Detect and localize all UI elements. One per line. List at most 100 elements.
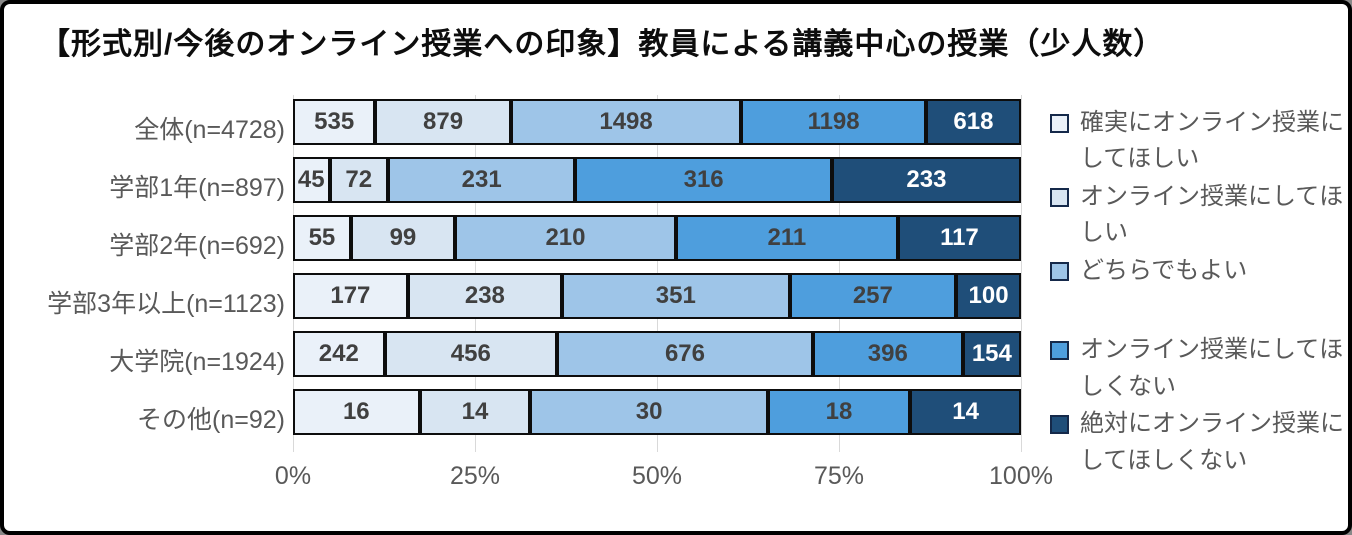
bar-value-label: 242: [318, 340, 359, 367]
plot-rows: 535 879 1498 1198 618 45 72 231 316 233 55 99 210 211…: [293, 99, 1021, 435]
bar-segment: 210: [455, 215, 676, 261]
bar-value-label: 154: [971, 340, 1012, 367]
bar-segment: 316: [575, 157, 832, 203]
legend-swatch-icon: [1050, 341, 1069, 361]
bar-value-label: 351: [655, 282, 696, 309]
bar-segment: 242: [293, 331, 385, 377]
bar-segment: 99: [350, 215, 455, 261]
bar-value-label: 210: [545, 224, 586, 251]
x-axis-tick-label: 75%: [813, 462, 865, 490]
bar-value-label: 618: [953, 108, 994, 135]
bar-value-label: 231: [461, 166, 502, 193]
bar-segment: 14: [419, 389, 531, 435]
category-label: 学部1年(n=897): [109, 174, 285, 202]
bar-segment: 55: [293, 215, 351, 261]
bar-value-label: 16: [342, 398, 370, 425]
bar-row: 177 238 351 257 100: [293, 273, 1021, 319]
bar-row: 16 14 30 18 14: [293, 389, 1021, 435]
bar-value-label: 177: [330, 282, 371, 309]
bar-segment: 879: [375, 99, 511, 145]
bar-segment: 351: [562, 273, 790, 319]
bar-segment: 257: [789, 273, 957, 319]
bar-row: 242 456 676 396 154: [293, 331, 1021, 377]
bar-value-label: 1198: [807, 108, 860, 135]
chart-title: 【形式別/今後のオンライン授業への印象】教員による講義中心の授業（少人数）: [40, 28, 1165, 61]
bar-segment: 117: [897, 215, 1021, 261]
legend-item: 絶対にオンライン授業にしてほしくない: [1050, 406, 1346, 479]
legend: 確実にオンライン授業にしてほしい オンライン授業にしてほしいどちらでもよいオンライ…: [1050, 105, 1346, 480]
bar-segment: 396: [812, 331, 963, 377]
bar-segment: 30: [530, 389, 768, 435]
legend-label: 確実にオンライン授業にしてほしい: [1080, 109, 1344, 173]
bar-segment: 238: [407, 273, 563, 319]
gridline: [1020, 95, 1022, 452]
category-label: その他(n=92): [137, 406, 285, 434]
bar-segment: 16: [293, 389, 420, 435]
bar-value-label: 535: [314, 108, 355, 135]
bar-segment: 618: [925, 99, 1021, 145]
x-axis-tick-label: 25%: [449, 462, 501, 490]
bar-segment: 535: [293, 99, 376, 145]
legend-swatch-icon: [1050, 415, 1069, 435]
plot-area: 535 879 1498 1198 618 45 72 231 316 233 55 99 210 211…: [275, 95, 1053, 490]
x-axis-tick-label: 0%: [274, 462, 312, 490]
legend-label: オンライン授業にしてほしい: [1080, 182, 1344, 247]
bar-segment: 1198: [741, 99, 926, 145]
bar-value-label: 117: [940, 224, 979, 251]
chart-area: 全体(n=4728) 学部1年(n=897) 学部2年(n=692) 学部3年以上(n…: [4, 95, 1348, 519]
y-axis-labels: 全体(n=4728) 学部1年(n=897) 学部2年(n=692) 学部3年以上(n…: [4, 99, 285, 447]
category-label: 大学院(n=1924): [109, 348, 285, 376]
legend-item: どちらでもよい: [1050, 253, 1346, 289]
bar-segment: 231: [387, 157, 576, 203]
legend-label: 絶対にオンライン授業にしてほしくない: [1080, 410, 1344, 474]
bar-value-label: 238: [464, 282, 505, 309]
bar-value-label: 18: [825, 398, 853, 425]
bar-segment: 456: [384, 331, 558, 377]
legend-swatch-icon: [1050, 114, 1069, 133]
bar-segment: 154: [962, 331, 1021, 377]
x-axis-tick-label: 50%: [631, 462, 683, 490]
bar-value-label: 676: [664, 340, 705, 367]
legend-item: オンライン授業にしてほしい: [1050, 179, 1346, 252]
x-axis: 0% 25% 50% 75% 100%: [275, 462, 1053, 492]
bar-segment: 211: [675, 215, 898, 261]
bar-segment: 18: [767, 389, 911, 435]
bar-value-label: 30: [635, 398, 663, 425]
legend-swatch-icon: [1050, 261, 1069, 281]
bar-value-label: 55: [308, 224, 336, 251]
bar-segment: 14: [910, 389, 1021, 435]
bar-segment: 45: [293, 157, 330, 203]
bar-segment: 1498: [510, 99, 742, 145]
category-label: 学部3年以上(n=1123): [47, 290, 285, 318]
bar-value-label: 14: [461, 398, 489, 425]
bar-segment: 233: [831, 157, 1021, 203]
category-label: 全体(n=4728): [134, 116, 285, 144]
bar-value-label: 72: [345, 166, 373, 193]
legend-item: 確実にオンライン授業にしてほしい: [1050, 105, 1346, 178]
bar-value-label: 456: [450, 340, 491, 367]
bar-value-label: 1498: [599, 108, 653, 135]
bar-segment: 72: [329, 157, 388, 203]
bar-value-label: 879: [423, 108, 464, 135]
legend-swatch-icon: [1050, 187, 1069, 207]
bar-row: 535 879 1498 1198 618: [293, 99, 1021, 145]
bar-segment: 676: [557, 331, 813, 377]
category-label: 学部2年(n=692): [109, 232, 285, 260]
bar-value-label: 14: [952, 398, 979, 425]
legend-label: どちらでもよい: [1080, 256, 1248, 284]
bar-value-label: 45: [297, 166, 325, 193]
bar-value-label: 316: [683, 166, 724, 193]
bar-row: 45 72 231 316 233: [293, 157, 1021, 203]
bar-value-label: 233: [906, 166, 947, 193]
legend-item: オンライン授業にしてほしくない: [1050, 332, 1346, 405]
legend-label: オンライン授業にしてほしくない: [1080, 336, 1344, 400]
bar-segment: 177: [293, 273, 408, 319]
bar-value-label: 396: [867, 340, 908, 367]
bar-row: 55 99 210 211 117: [293, 215, 1021, 261]
bar-value-label: 99: [389, 224, 417, 251]
bar-value-label: 100: [968, 282, 1009, 309]
x-axis-tick-label: 100%: [989, 462, 1053, 490]
bar-value-label: 257: [852, 282, 893, 309]
bar-segment: 100: [956, 273, 1021, 319]
